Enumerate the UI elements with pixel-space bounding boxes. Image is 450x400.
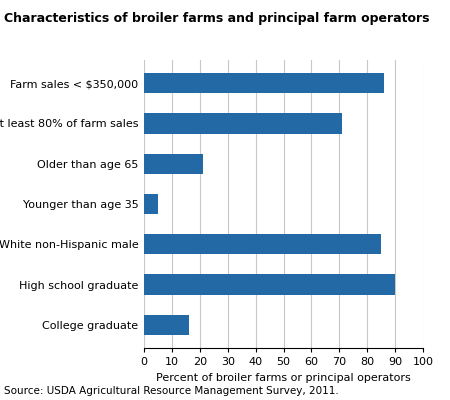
- X-axis label: Percent of broiler farms or principal operators: Percent of broiler farms or principal op…: [156, 372, 411, 382]
- Bar: [144, 315, 189, 335]
- Bar: [144, 154, 202, 174]
- Text: Characteristics of broiler farms and principal farm operators: Characteristics of broiler farms and pri…: [4, 12, 430, 25]
- Bar: [144, 194, 158, 214]
- Bar: [144, 274, 395, 295]
- Bar: [144, 234, 381, 254]
- Text: Source: USDA Agricultural Resource Management Survey, 2011.: Source: USDA Agricultural Resource Manag…: [4, 386, 339, 396]
- Bar: [144, 113, 342, 134]
- Bar: [144, 73, 384, 93]
